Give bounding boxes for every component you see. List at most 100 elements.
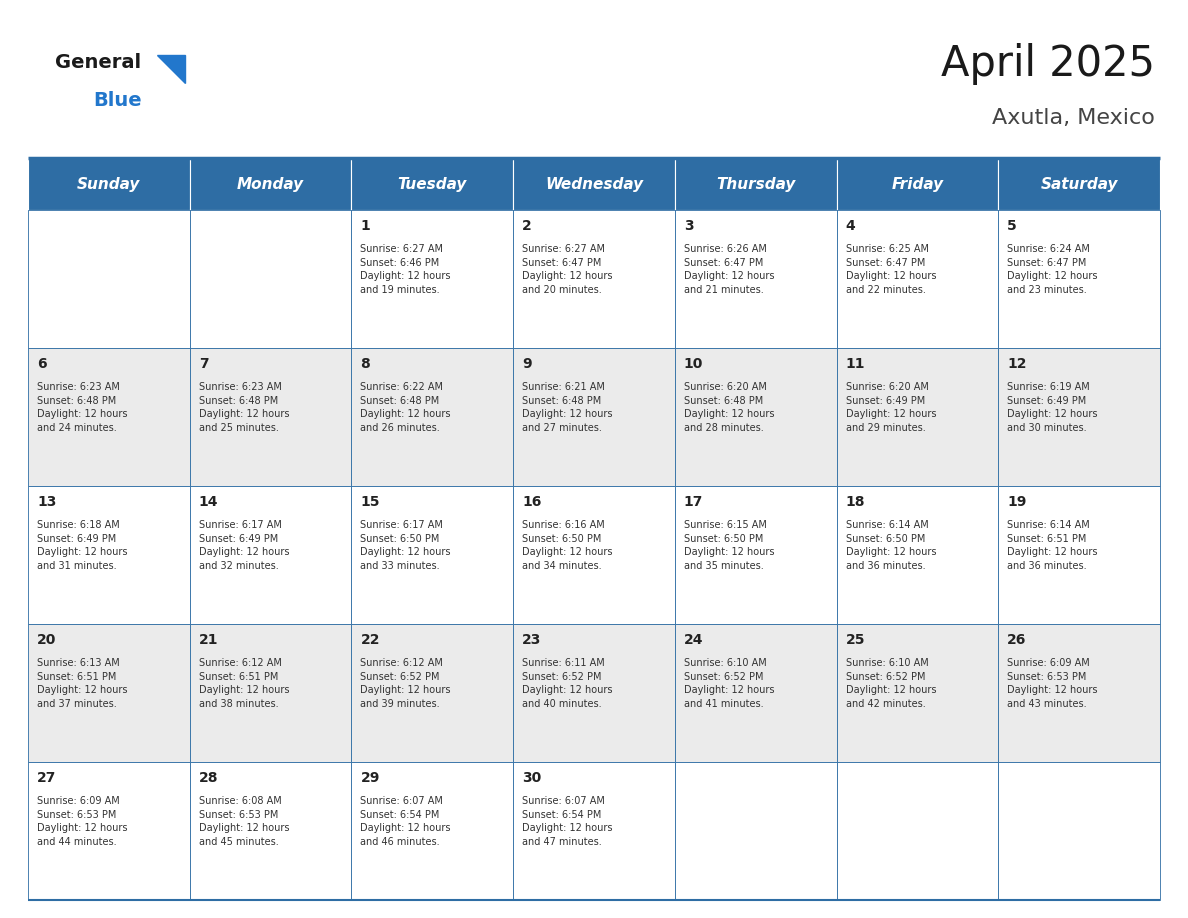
Text: 23: 23 — [523, 633, 542, 647]
Bar — [352, 158, 513, 210]
Text: Sunrise: 6:14 AM
Sunset: 6:51 PM
Daylight: 12 hours
and 36 minutes.: Sunrise: 6:14 AM Sunset: 6:51 PM Dayligh… — [1007, 520, 1098, 571]
Bar — [29, 762, 190, 900]
Text: 26: 26 — [1007, 633, 1026, 647]
Text: 25: 25 — [846, 633, 865, 647]
Bar — [836, 210, 998, 348]
Text: 7: 7 — [198, 357, 208, 371]
Bar — [836, 348, 998, 486]
Text: Sunday: Sunday — [77, 176, 140, 192]
Text: Sunrise: 6:23 AM
Sunset: 6:48 PM
Daylight: 12 hours
and 24 minutes.: Sunrise: 6:23 AM Sunset: 6:48 PM Dayligh… — [37, 382, 127, 432]
Text: Tuesday: Tuesday — [398, 176, 467, 192]
Text: Sunrise: 6:20 AM
Sunset: 6:49 PM
Daylight: 12 hours
and 29 minutes.: Sunrise: 6:20 AM Sunset: 6:49 PM Dayligh… — [846, 382, 936, 432]
Bar — [836, 624, 998, 762]
Text: Sunrise: 6:07 AM
Sunset: 6:54 PM
Daylight: 12 hours
and 46 minutes.: Sunrise: 6:07 AM Sunset: 6:54 PM Dayligh… — [360, 796, 451, 846]
Text: Monday: Monday — [238, 176, 304, 192]
Bar — [352, 348, 513, 486]
Bar — [513, 158, 675, 210]
Text: April 2025: April 2025 — [941, 43, 1155, 85]
Text: 3: 3 — [684, 219, 694, 233]
Text: Sunrise: 6:21 AM
Sunset: 6:48 PM
Daylight: 12 hours
and 27 minutes.: Sunrise: 6:21 AM Sunset: 6:48 PM Dayligh… — [523, 382, 613, 432]
Bar — [513, 486, 675, 624]
Text: 9: 9 — [523, 357, 532, 371]
Text: Sunrise: 6:25 AM
Sunset: 6:47 PM
Daylight: 12 hours
and 22 minutes.: Sunrise: 6:25 AM Sunset: 6:47 PM Dayligh… — [846, 244, 936, 295]
Text: 19: 19 — [1007, 495, 1026, 509]
Bar — [675, 158, 836, 210]
Text: Sunrise: 6:10 AM
Sunset: 6:52 PM
Daylight: 12 hours
and 42 minutes.: Sunrise: 6:10 AM Sunset: 6:52 PM Dayligh… — [846, 658, 936, 709]
Text: Sunrise: 6:20 AM
Sunset: 6:48 PM
Daylight: 12 hours
and 28 minutes.: Sunrise: 6:20 AM Sunset: 6:48 PM Dayligh… — [684, 382, 775, 432]
Bar — [998, 348, 1159, 486]
Bar — [513, 348, 675, 486]
Text: 30: 30 — [523, 771, 542, 785]
Text: General: General — [55, 53, 141, 72]
Text: 12: 12 — [1007, 357, 1026, 371]
Text: Sunrise: 6:23 AM
Sunset: 6:48 PM
Daylight: 12 hours
and 25 minutes.: Sunrise: 6:23 AM Sunset: 6:48 PM Dayligh… — [198, 382, 289, 432]
Text: 15: 15 — [360, 495, 380, 509]
Text: 17: 17 — [684, 495, 703, 509]
Text: Sunrise: 6:11 AM
Sunset: 6:52 PM
Daylight: 12 hours
and 40 minutes.: Sunrise: 6:11 AM Sunset: 6:52 PM Dayligh… — [523, 658, 613, 709]
Text: 14: 14 — [198, 495, 219, 509]
Text: Sunrise: 6:12 AM
Sunset: 6:52 PM
Daylight: 12 hours
and 39 minutes.: Sunrise: 6:12 AM Sunset: 6:52 PM Dayligh… — [360, 658, 451, 709]
Bar — [352, 762, 513, 900]
Text: Sunrise: 6:09 AM
Sunset: 6:53 PM
Daylight: 12 hours
and 43 minutes.: Sunrise: 6:09 AM Sunset: 6:53 PM Dayligh… — [1007, 658, 1098, 709]
Bar — [513, 624, 675, 762]
Bar — [998, 210, 1159, 348]
Text: Sunrise: 6:15 AM
Sunset: 6:50 PM
Daylight: 12 hours
and 35 minutes.: Sunrise: 6:15 AM Sunset: 6:50 PM Dayligh… — [684, 520, 775, 571]
Bar — [352, 486, 513, 624]
Bar — [836, 486, 998, 624]
Text: 4: 4 — [846, 219, 855, 233]
Text: Sunrise: 6:17 AM
Sunset: 6:50 PM
Daylight: 12 hours
and 33 minutes.: Sunrise: 6:17 AM Sunset: 6:50 PM Dayligh… — [360, 520, 451, 571]
Text: 5: 5 — [1007, 219, 1017, 233]
Text: 27: 27 — [37, 771, 56, 785]
Bar — [190, 762, 352, 900]
Text: 20: 20 — [37, 633, 56, 647]
Text: 1: 1 — [360, 219, 371, 233]
Bar — [513, 210, 675, 348]
Bar — [29, 486, 190, 624]
Text: 16: 16 — [523, 495, 542, 509]
Bar — [190, 348, 352, 486]
Text: Wednesday: Wednesday — [545, 176, 643, 192]
Text: Blue: Blue — [93, 91, 141, 110]
Text: 28: 28 — [198, 771, 219, 785]
Text: Sunrise: 6:27 AM
Sunset: 6:47 PM
Daylight: 12 hours
and 20 minutes.: Sunrise: 6:27 AM Sunset: 6:47 PM Dayligh… — [523, 244, 613, 295]
Bar — [836, 158, 998, 210]
Bar — [836, 762, 998, 900]
Text: Sunrise: 6:26 AM
Sunset: 6:47 PM
Daylight: 12 hours
and 21 minutes.: Sunrise: 6:26 AM Sunset: 6:47 PM Dayligh… — [684, 244, 775, 295]
Text: Saturday: Saturday — [1041, 176, 1118, 192]
Text: Sunrise: 6:16 AM
Sunset: 6:50 PM
Daylight: 12 hours
and 34 minutes.: Sunrise: 6:16 AM Sunset: 6:50 PM Dayligh… — [523, 520, 613, 571]
Text: 6: 6 — [37, 357, 46, 371]
Text: 8: 8 — [360, 357, 371, 371]
Text: Sunrise: 6:10 AM
Sunset: 6:52 PM
Daylight: 12 hours
and 41 minutes.: Sunrise: 6:10 AM Sunset: 6:52 PM Dayligh… — [684, 658, 775, 709]
Text: Sunrise: 6:13 AM
Sunset: 6:51 PM
Daylight: 12 hours
and 37 minutes.: Sunrise: 6:13 AM Sunset: 6:51 PM Dayligh… — [37, 658, 127, 709]
Bar — [998, 624, 1159, 762]
Text: Friday: Friday — [891, 176, 943, 192]
Text: Sunrise: 6:24 AM
Sunset: 6:47 PM
Daylight: 12 hours
and 23 minutes.: Sunrise: 6:24 AM Sunset: 6:47 PM Dayligh… — [1007, 244, 1098, 295]
Bar — [675, 486, 836, 624]
Text: 10: 10 — [684, 357, 703, 371]
Bar — [998, 158, 1159, 210]
Text: Sunrise: 6:17 AM
Sunset: 6:49 PM
Daylight: 12 hours
and 32 minutes.: Sunrise: 6:17 AM Sunset: 6:49 PM Dayligh… — [198, 520, 289, 571]
Text: Axutla, Mexico: Axutla, Mexico — [992, 108, 1155, 128]
Bar — [352, 210, 513, 348]
Bar — [998, 762, 1159, 900]
Bar — [190, 624, 352, 762]
Bar — [29, 348, 190, 486]
Bar — [190, 158, 352, 210]
Text: Sunrise: 6:08 AM
Sunset: 6:53 PM
Daylight: 12 hours
and 45 minutes.: Sunrise: 6:08 AM Sunset: 6:53 PM Dayligh… — [198, 796, 289, 846]
Bar — [513, 762, 675, 900]
Text: Sunrise: 6:22 AM
Sunset: 6:48 PM
Daylight: 12 hours
and 26 minutes.: Sunrise: 6:22 AM Sunset: 6:48 PM Dayligh… — [360, 382, 451, 432]
Text: 24: 24 — [684, 633, 703, 647]
Bar — [675, 624, 836, 762]
Text: 2: 2 — [523, 219, 532, 233]
Text: 11: 11 — [846, 357, 865, 371]
Text: Sunrise: 6:18 AM
Sunset: 6:49 PM
Daylight: 12 hours
and 31 minutes.: Sunrise: 6:18 AM Sunset: 6:49 PM Dayligh… — [37, 520, 127, 571]
Text: Sunrise: 6:07 AM
Sunset: 6:54 PM
Daylight: 12 hours
and 47 minutes.: Sunrise: 6:07 AM Sunset: 6:54 PM Dayligh… — [523, 796, 613, 846]
Bar — [998, 486, 1159, 624]
Bar — [190, 210, 352, 348]
Text: Sunrise: 6:14 AM
Sunset: 6:50 PM
Daylight: 12 hours
and 36 minutes.: Sunrise: 6:14 AM Sunset: 6:50 PM Dayligh… — [846, 520, 936, 571]
Text: Sunrise: 6:12 AM
Sunset: 6:51 PM
Daylight: 12 hours
and 38 minutes.: Sunrise: 6:12 AM Sunset: 6:51 PM Dayligh… — [198, 658, 289, 709]
Bar — [675, 348, 836, 486]
Polygon shape — [157, 55, 185, 83]
Text: Thursday: Thursday — [716, 176, 796, 192]
Bar — [29, 624, 190, 762]
